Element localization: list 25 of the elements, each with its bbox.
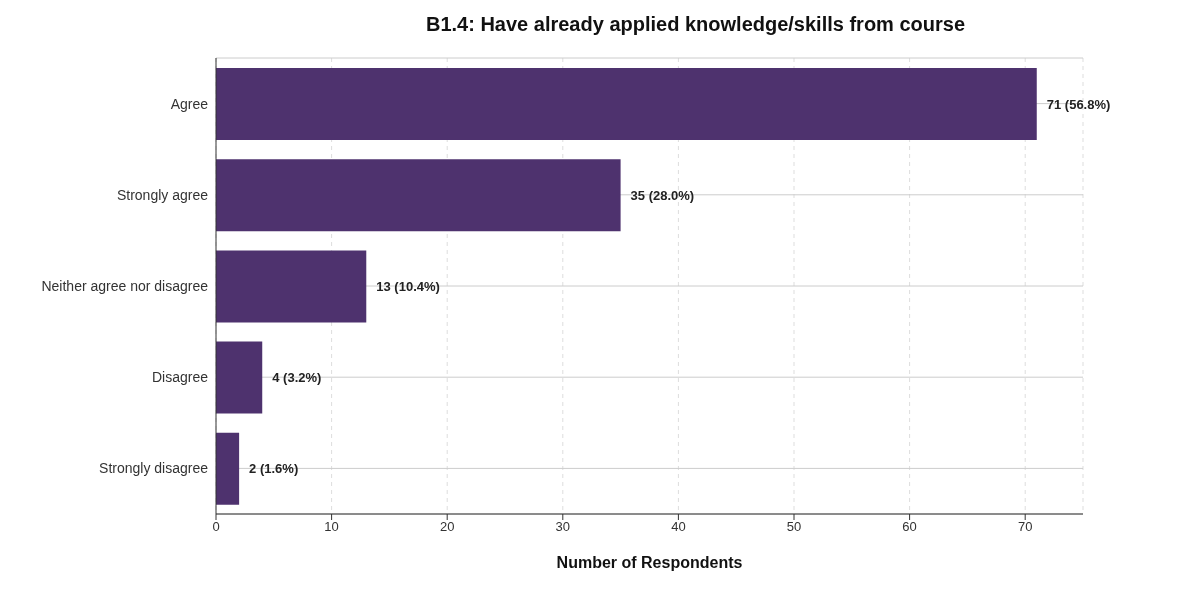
bar <box>216 68 1037 140</box>
data-label: 2 (1.6%) <box>249 461 299 477</box>
y-tick-label: Strongly disagree <box>99 460 209 477</box>
data-label: 71 (56.8%) <box>1046 96 1111 112</box>
bar <box>216 432 240 505</box>
chart-title: B1.4: Have already applied knowledge/skills from course <box>424 12 967 37</box>
x-tick-label: 50 <box>786 519 802 535</box>
y-tick-label: Neither agree nor disagree <box>41 277 209 294</box>
x-tick-label: 60 <box>902 519 917 535</box>
y-tick-label: Disagree <box>151 369 209 386</box>
x-tick-label: 10 <box>324 519 339 535</box>
x-tick-label: 30 <box>555 519 571 535</box>
x-tick-label: 0 <box>212 519 220 535</box>
bar <box>216 250 367 323</box>
data-label: 13 (10.4%) <box>376 279 440 295</box>
x-axis-title: Number of Respondents <box>556 554 743 571</box>
y-tick-label: Strongly agree <box>116 186 209 203</box>
x-tick-label: 40 <box>671 519 686 535</box>
x-tick-label: 20 <box>439 519 455 535</box>
bar <box>216 159 621 232</box>
data-label: 4 (3.2%) <box>272 370 322 386</box>
x-tick-label: 70 <box>1017 519 1033 535</box>
y-tick-label: Agree <box>170 95 209 112</box>
bar <box>216 341 263 414</box>
data-label: 35 (28.0%) <box>630 187 695 203</box>
